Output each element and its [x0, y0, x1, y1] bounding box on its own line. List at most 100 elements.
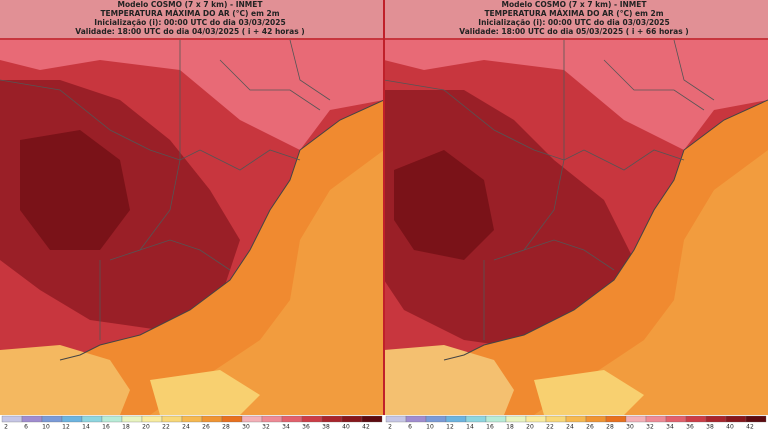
ocean-warm [150, 150, 384, 415]
colorbar-label: 34 [666, 424, 674, 431]
colorbar-swatch [81, 415, 103, 423]
colorbar-label: 10 [426, 424, 434, 431]
colorbar-swatch [545, 415, 567, 423]
colorbar-swatch [161, 415, 183, 423]
border-line [109, 40, 181, 261]
colorbar-swatch [565, 415, 587, 423]
colorbar-label: 18 [506, 424, 514, 431]
colorbar-label: 2 [388, 424, 392, 431]
border-line [493, 40, 565, 261]
border-line [0, 79, 201, 161]
colorbar-label: 20 [526, 424, 534, 431]
colorbar-label: 26 [202, 424, 210, 431]
colorbar-swatch [505, 415, 527, 423]
coastline [59, 99, 385, 361]
colorbar-label: 24 [566, 424, 574, 431]
colorbar-label: 6 [408, 424, 412, 431]
colorbar-label: 36 [302, 424, 310, 431]
colorbar-swatch [385, 415, 407, 423]
south-cool [0, 345, 130, 415]
header-valid: Validade: 18:00 UTC do dia 04/03/2025 ( … [75, 27, 304, 36]
colorbar-swatch [121, 415, 143, 423]
header-band [384, 0, 768, 38]
south-cool [384, 345, 514, 415]
colorbar-label: 20 [142, 424, 150, 431]
map-panel: Modelo COSMO (7 x 7 km) - INMETTEMPERATU… [0, 0, 385, 415]
south-patch [534, 370, 644, 415]
colorbar-label: 30 [626, 424, 634, 431]
header-band [0, 0, 384, 38]
colorbar-swatch [525, 415, 547, 423]
extreme-core [20, 130, 130, 250]
colorbar-swatch [625, 415, 647, 423]
colorbar-swatch [605, 415, 627, 423]
colorbar-label: 6 [24, 424, 28, 431]
colorbar-swatch [61, 415, 83, 423]
border-line [139, 239, 231, 271]
colorbar-swatch [425, 415, 447, 423]
colorbar-swatch [21, 415, 43, 423]
colorbar-swatch [361, 415, 383, 423]
colorbar-swatch [485, 415, 507, 423]
colorbar-swatch [585, 415, 607, 423]
colorbar-label: 36 [686, 424, 694, 431]
colorbar-label: 12 [446, 424, 454, 431]
border-line [523, 239, 615, 271]
colorbar-label: 18 [122, 424, 130, 431]
colorbar-label: 32 [646, 424, 654, 431]
colorbar-swatch [41, 415, 63, 423]
colorbar-swatch [705, 415, 727, 423]
header-init: Inicialização (i): 00:00 UTC do dia 03/0… [94, 18, 285, 27]
coastline [443, 99, 768, 361]
colorbar-label: 40 [726, 424, 734, 431]
colorbar-label: 42 [746, 424, 754, 431]
border-line [583, 149, 685, 171]
colorbar-label: 16 [486, 424, 494, 431]
colorbar-swatch [181, 415, 203, 423]
colorbar-swatch [281, 415, 303, 423]
colorbar-swatch [301, 415, 323, 423]
colorbar-label: 32 [262, 424, 270, 431]
colorbar-label: 14 [466, 424, 474, 431]
colorbar-label: 42 [362, 424, 370, 431]
header-title: TEMPERATURA MÁXIMA DO AR (°C) em 2m [100, 9, 279, 18]
colorbar-swatch [141, 415, 163, 423]
map-panel: Modelo COSMO (7 x 7 km) - INMETTEMPERATU… [383, 0, 768, 415]
colorbar-swatch [1, 415, 23, 423]
colorbar-label: 16 [102, 424, 110, 431]
colorbar-swatch [201, 415, 223, 423]
colorbar-swatch [665, 415, 687, 423]
border-line [219, 59, 321, 111]
colorbar-swatch [341, 415, 363, 423]
border-line [289, 39, 331, 101]
colorbar-label: 30 [242, 424, 250, 431]
hot-north [0, 40, 384, 150]
colorbar-swatch [725, 415, 747, 423]
colorbar-swatch [405, 415, 427, 423]
border-line [603, 59, 705, 111]
hot-north [384, 40, 768, 150]
colorbar-label: 40 [342, 424, 350, 431]
south-patch [150, 370, 260, 415]
colorbar-label: 14 [82, 424, 90, 431]
colorbar-swatch [221, 415, 243, 423]
border-line [673, 39, 715, 101]
colorbar-swatch [321, 415, 343, 423]
colorbar-label: 34 [282, 424, 290, 431]
colorbar-swatch [445, 415, 467, 423]
colorbar-label: 22 [546, 424, 554, 431]
colorbar-swatch [685, 415, 707, 423]
header-title: TEMPERATURA MÁXIMA DO AR (°C) em 2m [484, 9, 663, 18]
colorbar-swatch [101, 415, 123, 423]
header-model: Modelo COSMO (7 x 7 km) - INMET [501, 0, 647, 9]
colorbar-label: 28 [606, 424, 614, 431]
colorbar-swatch [745, 415, 767, 423]
colorbar-label: 38 [706, 424, 714, 431]
colorbar-swatch [645, 415, 667, 423]
extreme-core [394, 150, 494, 260]
colorbar-label: 10 [42, 424, 50, 431]
colorbar-label: 38 [322, 424, 330, 431]
colorbar-label: 22 [162, 424, 170, 431]
header-model: Modelo COSMO (7 x 7 km) - INMET [117, 0, 263, 9]
